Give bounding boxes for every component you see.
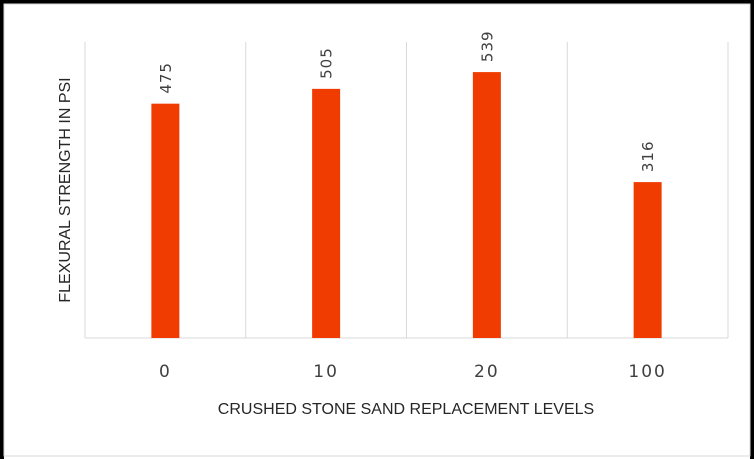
bar (151, 103, 180, 339)
data-label: 539 (478, 30, 496, 62)
x-tick-label: 20 (474, 362, 500, 382)
bar (472, 72, 501, 339)
bar (633, 182, 662, 338)
x-tick-label: 10 (313, 362, 339, 382)
data-label: 316 (639, 140, 657, 172)
data-label: 505 (318, 47, 336, 79)
x-tick-label: 0 (159, 362, 172, 382)
bar (312, 88, 341, 338)
y-axis-title: FLEXURAL STRENGTH IN PSI (57, 77, 74, 302)
x-axis-title: CRUSHED STONE SAND REPLACEMENT LEVELS (218, 401, 594, 418)
data-label: 475 (157, 62, 175, 94)
chart-area-border (3, 3, 751, 457)
x-tick-label: 100 (628, 362, 666, 382)
